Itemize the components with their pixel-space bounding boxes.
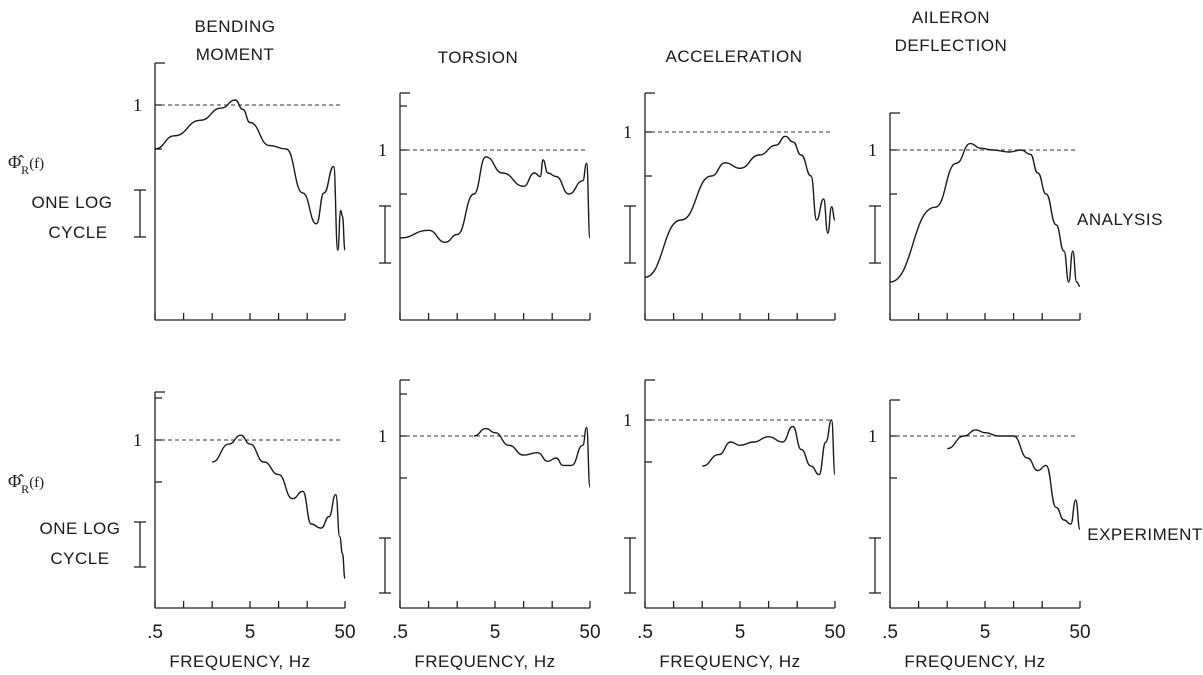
col-title-acceleration: ACCELERATION: [666, 47, 803, 66]
phi-label-analysis: Φ̂R(f): [8, 152, 44, 177]
row-label-analysis: ANALYSIS: [1077, 210, 1163, 229]
panel-0-1: 1: [378, 92, 591, 321]
x-tick-label: 5: [980, 622, 991, 643]
row-label-experiment: EXPERIMENT: [1087, 525, 1203, 544]
reference-label: 1: [868, 426, 877, 446]
x-tick-label: 50: [1069, 622, 1090, 643]
reference-label: 1: [378, 426, 387, 446]
reference-label: 1: [623, 122, 632, 142]
reference-label: 1: [133, 430, 142, 450]
x-tick-label: .5: [882, 622, 898, 643]
x-tick-label: .5: [147, 622, 163, 643]
phi-label-experiment: Φ̂R(f): [8, 471, 44, 496]
series-line: [399, 156, 591, 243]
chart-panels: 1 1 1 1 1 .5 5 50 FREQUENCY, Hz 1 .5 5 50 FREQUENCY, …: [133, 62, 1091, 671]
x-tick-label: 50: [824, 622, 845, 643]
series-line: [154, 99, 346, 251]
panel-1-3: 1 .5 5 50 FREQUENCY, Hz: [868, 399, 1091, 671]
x-tick-label: 5: [245, 622, 256, 643]
col-title-aileron-line1: AILERON: [912, 8, 990, 27]
x-tick-label: .5: [392, 622, 408, 643]
x-tick-label: 50: [334, 622, 355, 643]
col-title-bending-line1: BENDING: [195, 17, 276, 36]
reference-label: 1: [378, 140, 387, 160]
panel-0-0: 1: [133, 62, 346, 321]
x-axis-label: FREQUENCY, Hz: [414, 652, 555, 671]
series-line: [702, 419, 836, 476]
col-title-aileron-line2: DEFLECTION: [895, 36, 1008, 55]
x-axis-label: FREQUENCY, Hz: [904, 652, 1045, 671]
x-axis-label: FREQUENCY, Hz: [169, 652, 310, 671]
col-title-bending-line2: MOMENT: [196, 45, 275, 64]
reference-label: 1: [623, 410, 632, 430]
x-axis-label: FREQUENCY, Hz: [659, 652, 800, 671]
series-line: [473, 426, 591, 488]
series-line: [212, 434, 346, 580]
panel-1-2: 1 .5 5 50 FREQUENCY, Hz: [623, 379, 846, 671]
one-log-cycle-analysis-line1: ONE LOG: [32, 193, 113, 212]
reference-label: 1: [868, 140, 877, 160]
series-line: [889, 142, 1081, 287]
x-tick-label: 50: [579, 622, 600, 643]
col-title-torsion: TORSION: [438, 48, 519, 67]
panel-1-1: 1 .5 5 50 FREQUENCY, Hz: [378, 379, 601, 671]
one-log-cycle-analysis-line2: CYCLE: [48, 223, 107, 242]
panel-0-2: 1: [623, 92, 836, 321]
one-log-cycle-experiment-line2: CYCLE: [50, 549, 109, 568]
series-line: [947, 429, 1081, 530]
one-log-cycle-experiment-line1: ONE LOG: [40, 519, 121, 538]
x-tick-label: 5: [735, 622, 746, 643]
x-tick-label: .5: [637, 622, 653, 643]
series-line: [644, 135, 836, 278]
reference-label: 1: [133, 95, 142, 115]
panel-1-0: 1 .5 5 50 FREQUENCY, Hz: [133, 391, 356, 671]
x-tick-label: 5: [490, 622, 501, 643]
panel-0-3: 1: [868, 112, 1081, 321]
